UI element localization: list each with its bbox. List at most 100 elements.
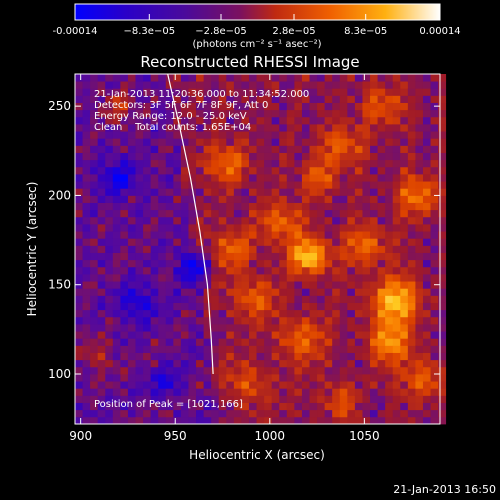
heatmap-cell <box>248 188 257 196</box>
heatmap-cell <box>97 295 106 303</box>
heatmap-cell <box>218 381 227 389</box>
heatmap-cell <box>135 224 144 232</box>
heatmap-cell <box>218 345 227 353</box>
heatmap-cell <box>203 216 212 225</box>
heatmap-cell <box>173 209 182 218</box>
heatmap-cell <box>127 352 136 361</box>
heatmap-cell <box>362 152 371 161</box>
heatmap-cell <box>173 281 182 289</box>
heatmap-cell <box>105 374 114 382</box>
heatmap-cell <box>143 252 152 261</box>
heatmap-cell <box>233 74 242 82</box>
heatmap-cell <box>370 245 378 253</box>
heatmap-cell <box>279 109 288 118</box>
heatmap-cell <box>301 145 310 153</box>
heatmap-cell <box>415 252 424 261</box>
heatmap-cell <box>279 202 288 211</box>
heatmap-cell <box>143 145 152 153</box>
heatmap-cell <box>256 416 265 425</box>
heatmap-cell <box>385 395 394 403</box>
heatmap-cell <box>415 188 424 196</box>
heatmap-cell <box>279 174 288 182</box>
heatmap-cell <box>233 324 242 332</box>
heatmap-cell <box>301 352 310 361</box>
heatmap-cell <box>120 274 129 282</box>
heatmap-cell <box>286 309 295 318</box>
heatmap-cell <box>400 359 409 368</box>
heatmap-cell <box>354 131 363 139</box>
heatmap-cell <box>339 109 348 118</box>
heatmap-cell <box>332 416 341 425</box>
heatmap-cell <box>279 388 288 396</box>
heatmap-cell <box>90 288 99 296</box>
heatmap-cell <box>264 216 273 225</box>
heatmap-cell <box>294 231 303 239</box>
heatmap-cell <box>324 309 333 318</box>
heatmap-cell <box>407 74 416 82</box>
heatmap-cell <box>415 152 424 161</box>
colorbar: -0.00014 −8.3e−05 −2.8e−05 2.8e−05 8.3e−05 0.… <box>53 3 461 50</box>
heatmap-cell <box>97 224 106 232</box>
heatmap-cell <box>241 116 250 125</box>
heatmap-cell <box>332 316 341 325</box>
heatmap-cell <box>347 102 356 111</box>
heatmap-cell <box>309 202 318 211</box>
heatmap-cell <box>385 231 394 239</box>
heatmap-cell <box>317 109 326 118</box>
heatmap-cell <box>347 359 356 368</box>
heatmap-cell <box>105 81 114 89</box>
heatmap-cell <box>301 238 310 246</box>
heatmap-cell <box>370 309 378 318</box>
heatmap-cell <box>256 95 265 103</box>
heatmap-cell <box>279 259 288 268</box>
heatmap-cell <box>430 302 439 311</box>
heatmap-cell <box>112 316 121 325</box>
heatmap-cell <box>430 245 439 253</box>
heatmap-cell <box>279 316 288 325</box>
heatmap-cell <box>203 102 212 111</box>
heatmap-cell <box>400 224 409 232</box>
heatmap-cell <box>256 274 265 282</box>
heatmap-cell <box>226 188 235 196</box>
heatmap-cell <box>90 402 99 411</box>
heatmap-cell <box>135 145 144 153</box>
heatmap-cell <box>407 281 416 289</box>
heatmap-cell <box>211 388 220 396</box>
heatmap-cell <box>430 381 439 389</box>
heatmap-cell <box>150 124 159 132</box>
heatmap-cell <box>362 252 371 261</box>
heatmap-cell <box>112 281 121 289</box>
heatmap-cell <box>180 302 189 311</box>
heatmap-cell <box>317 231 326 239</box>
heatmap-cell <box>150 402 159 411</box>
heatmap-cell <box>430 202 439 211</box>
heatmap-cell <box>211 402 220 411</box>
heatmap-cell <box>165 316 174 325</box>
heatmap-cell <box>158 409 167 418</box>
heatmap-cell <box>294 359 303 368</box>
heatmap-cell <box>211 416 220 425</box>
heatmap-cell <box>248 202 257 211</box>
heatmap-cell <box>105 324 114 332</box>
heatmap-cell <box>286 266 295 275</box>
heatmap-cell <box>226 138 235 146</box>
heatmap-cell <box>82 381 91 389</box>
heatmap-cell <box>339 281 348 289</box>
heatmap-cell <box>241 138 250 146</box>
heatmap-cell <box>256 259 265 268</box>
heatmap-cell <box>438 181 447 189</box>
heatmap-cell <box>158 131 167 139</box>
heatmap-cell <box>286 302 295 311</box>
heatmap-cell <box>317 159 326 168</box>
heatmap-cell <box>75 395 83 403</box>
heatmap-cell <box>324 395 333 403</box>
heatmap-cell <box>82 131 91 139</box>
heatmap-cell <box>165 416 174 425</box>
heatmap-cell <box>150 145 159 153</box>
heatmap-cell <box>339 345 348 353</box>
heatmap-cell <box>218 238 227 246</box>
heatmap-cell <box>233 216 242 225</box>
heatmap-cell <box>188 352 197 361</box>
heatmap-cell <box>90 324 99 332</box>
heatmap-cell <box>392 216 401 225</box>
